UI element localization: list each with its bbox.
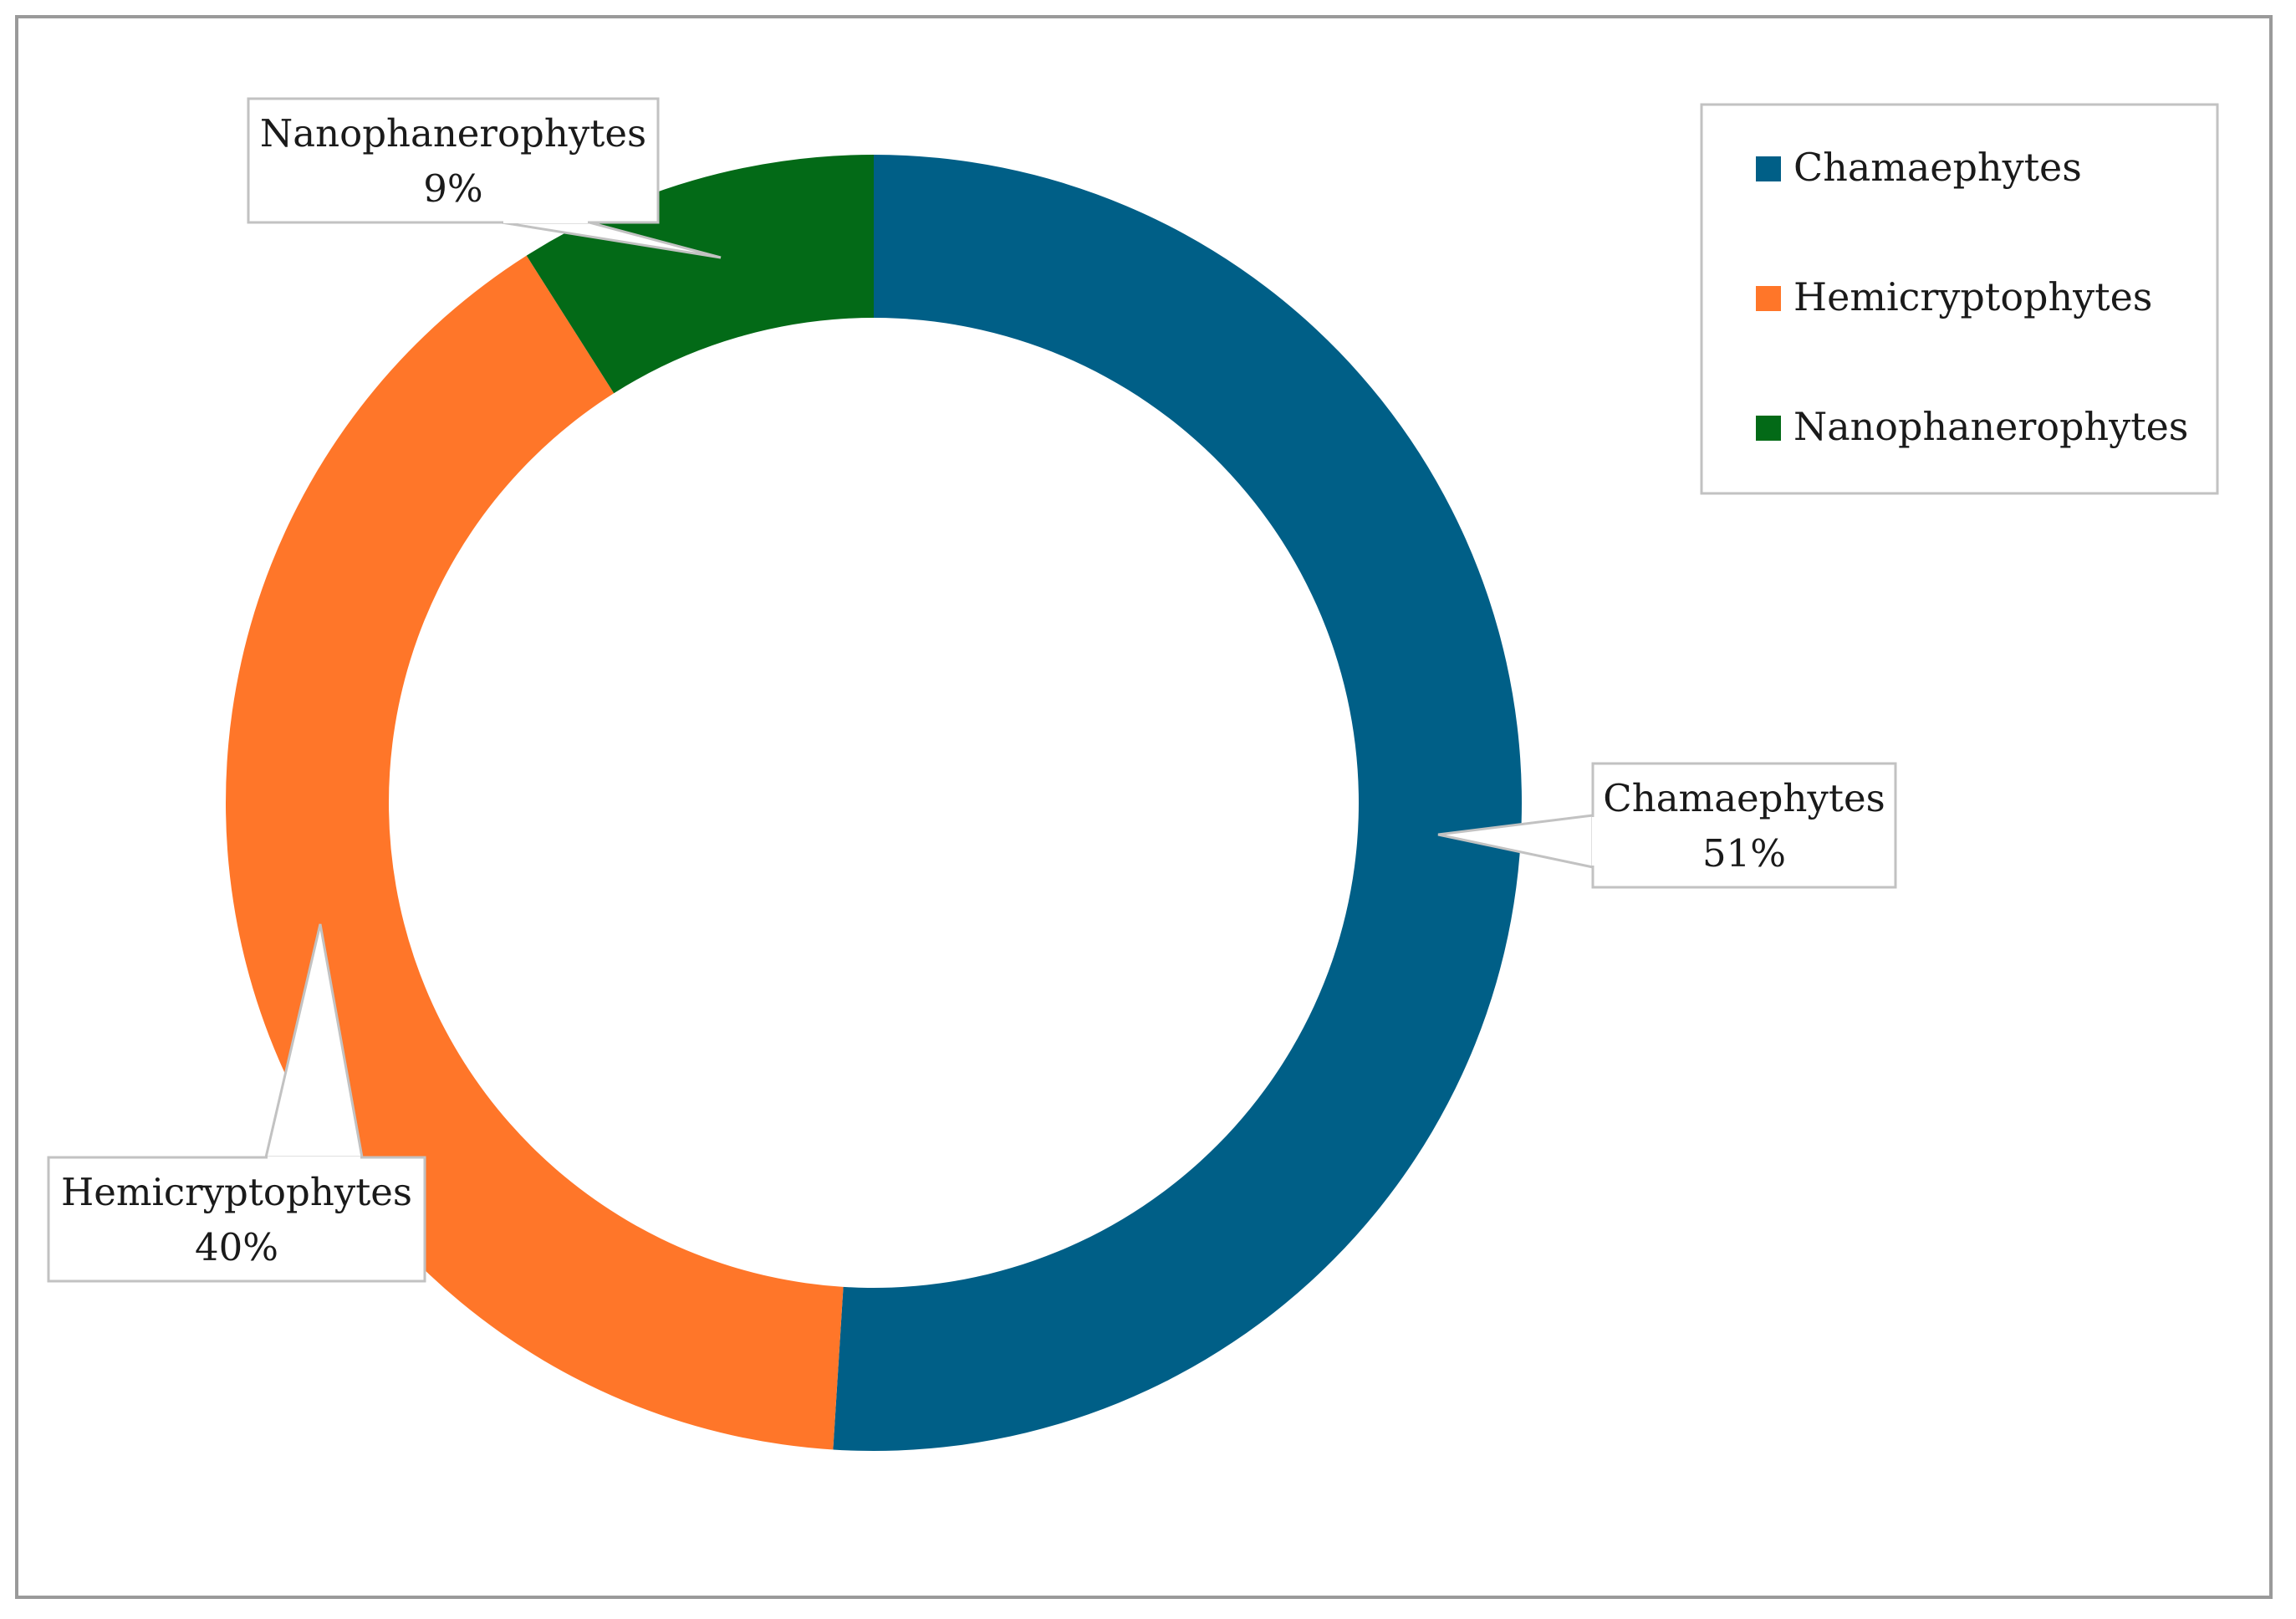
data-label-name-hemicryptophytes: Hemicryptophytes	[61, 1170, 412, 1214]
slice-chamaephytes	[833, 155, 1522, 1451]
data-label-hemicryptophytes: Hemicryptophytes 40%	[47, 923, 426, 1283]
data-label-value-hemicryptophytes: 40%	[195, 1225, 278, 1269]
legend: Chamaephytes Hemicryptophytes Nanophaner…	[1700, 103, 2219, 495]
legend-item-chamaephytes: Chamaephytes	[1756, 145, 2082, 190]
legend-label-nanophanerophytes: Nanophanerophytes	[1793, 404, 2188, 449]
callout-seam-chamaephytes	[1592, 817, 1595, 866]
callout-seam-nanophanerophytes	[503, 220, 588, 223]
legend-swatch-chamaephytes	[1756, 156, 1781, 181]
legend-label-hemicryptophytes: Hemicryptophytes	[1793, 274, 2152, 319]
data-label-value-nanophanerophytes: 9%	[423, 166, 482, 211]
data-label-name-chamaephytes: Chamaephytes	[1603, 776, 1885, 820]
data-label-chamaephytes: Chamaephytes 51%	[1437, 762, 1897, 889]
data-label-name-nanophanerophytes: Nanophanerophytes	[260, 111, 646, 156]
legend-box	[1700, 103, 2219, 495]
legend-item-hemicryptophytes: Hemicryptophytes	[1756, 274, 2152, 319]
legend-label-chamaephytes: Chamaephytes	[1793, 145, 2082, 190]
data-label-value-chamaephytes: 51%	[1702, 831, 1786, 876]
legend-swatch-nanophanerophytes	[1756, 416, 1781, 441]
callout-box-hemicryptophytes	[47, 1156, 426, 1283]
slice-hemicryptophytes	[225, 255, 844, 1450]
callout-box-chamaephytes	[1591, 762, 1897, 889]
callout-seam-hemicryptophytes	[268, 1157, 360, 1160]
data-label-callouts: Chamaephytes 51% Hemicryptophytes 40% Nanoph…	[47, 97, 1897, 1283]
legend-item-nanophanerophytes: Nanophanerophytes	[1756, 404, 2188, 449]
callout-box-nanophanerophytes	[247, 97, 660, 224]
legend-swatch-hemicryptophytes	[1756, 286, 1781, 311]
data-label-nanophanerophytes: Nanophanerophytes 9%	[247, 97, 722, 259]
